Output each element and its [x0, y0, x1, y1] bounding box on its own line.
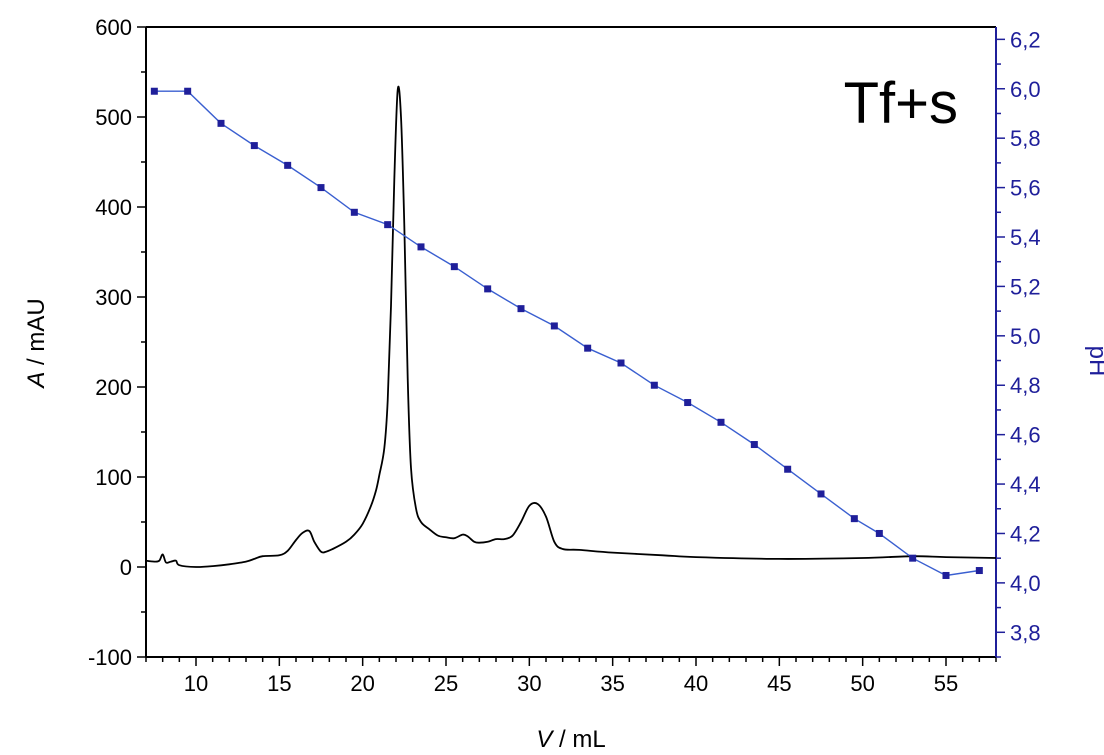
- ph-point: [817, 490, 825, 498]
- x-tick-label: 40: [684, 671, 708, 696]
- x-tick-label: 25: [434, 671, 458, 696]
- y-axis-left-label-var: A: [23, 372, 50, 390]
- x-tick-label: 10: [184, 671, 208, 696]
- chart-annotation: Tf+s: [844, 71, 958, 136]
- y-axis-left-label: A / mAU: [23, 298, 50, 389]
- y-left-tick-label: 500: [95, 105, 132, 130]
- y-right-tick-label: 4,4: [1010, 472, 1041, 497]
- y-right-tick-label: 5,2: [1010, 274, 1041, 299]
- ph-point: [784, 465, 792, 473]
- ph-point: [284, 161, 292, 169]
- ph-point: [550, 322, 558, 330]
- ph-point: [250, 142, 258, 150]
- y-right-tick-label: 5,4: [1010, 225, 1041, 250]
- y-left-tick-label: 200: [95, 375, 132, 400]
- y-right-tick-label: 6,0: [1010, 77, 1041, 102]
- ph-point: [350, 208, 358, 216]
- y-axis-left-label-unit: / mAU: [23, 298, 50, 371]
- x-tick-label: 55: [934, 671, 958, 696]
- ph-series: [150, 87, 983, 579]
- y-right-tick-label: 4,6: [1010, 423, 1041, 448]
- ph-point: [975, 567, 983, 575]
- ph-point: [875, 529, 883, 537]
- y-right-tick-label: 3,8: [1010, 620, 1041, 645]
- axis-ticks: 10 15 20 25 30 35 40 45 50 55 -100 0 100 200 300 400 500…: [88, 15, 1041, 696]
- y-left-tick-label: 0: [120, 555, 132, 580]
- ph-point: [217, 119, 225, 127]
- ph-point: [150, 87, 158, 95]
- y-left-tick-label: -100: [88, 645, 132, 670]
- y-right-tick-label: 4,2: [1010, 521, 1041, 546]
- y-right-tick-label: 5,0: [1010, 324, 1041, 349]
- y-left-tick-label: 400: [95, 195, 132, 220]
- y-right-tick-label: 5,8: [1010, 126, 1041, 151]
- y-left-tick-label: 300: [95, 285, 132, 310]
- y-right-tick-label: 5,6: [1010, 176, 1041, 201]
- ph-point: [684, 399, 692, 407]
- y-left-tick-label: 100: [95, 465, 132, 490]
- y-right-tick-label: 4,0: [1010, 571, 1041, 596]
- absorbance-series: [145, 85, 997, 568]
- ph-point: [717, 418, 725, 426]
- ph-point: [942, 571, 950, 579]
- x-tick-label: 15: [267, 671, 291, 696]
- y-right-tick-label: 4,8: [1010, 373, 1041, 398]
- ph-point: [317, 184, 325, 192]
- ph-point: [450, 263, 458, 271]
- x-tick-label: 50: [850, 671, 874, 696]
- ph-point: [517, 305, 525, 313]
- ph-point: [184, 87, 192, 95]
- y-right-tick-label: 6,2: [1010, 27, 1041, 52]
- x-tick-label: 35: [600, 671, 624, 696]
- x-tick-label: 30: [517, 671, 541, 696]
- x-tick-label: 20: [350, 671, 374, 696]
- x-axis-label-var: V: [536, 726, 554, 753]
- ph-point: [750, 441, 758, 449]
- ph-point: [850, 515, 858, 523]
- ph-point: [909, 554, 917, 562]
- absorbance-line: [145, 85, 997, 568]
- ph-point: [617, 359, 625, 367]
- y-axis-right-label: pH: [1084, 346, 1104, 377]
- ph-point: [384, 221, 392, 229]
- ph-point: [484, 285, 492, 293]
- ph-line: [154, 90, 980, 577]
- ph-point: [650, 381, 658, 389]
- y-left-tick-label: 600: [95, 15, 132, 40]
- x-tick-label: 45: [767, 671, 791, 696]
- x-axis-label-unit: / mL: [552, 726, 605, 753]
- x-axis-label: V / mL: [536, 726, 605, 753]
- ph-point: [417, 243, 425, 251]
- ph-point: [584, 344, 592, 352]
